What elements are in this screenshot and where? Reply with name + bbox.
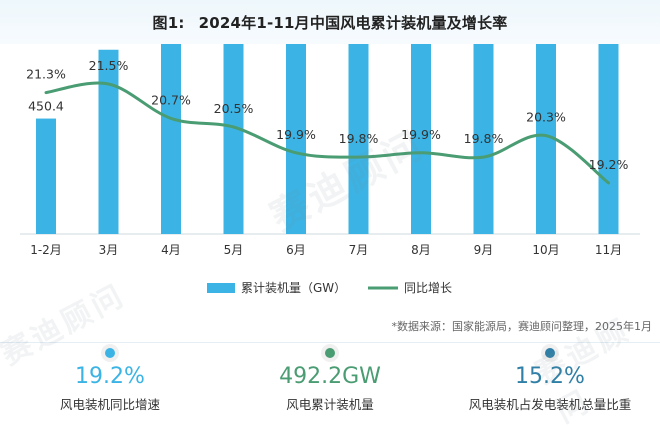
stat-capacity: 492.2GW 风电累计装机量: [220, 348, 440, 413]
line-label-9: 20.3%: [526, 110, 566, 125]
stat-value-1: 19.2%: [75, 364, 145, 389]
bar-label-1: 450.4: [28, 99, 64, 114]
legend-swatch-bar: [207, 283, 235, 293]
bar-1: [36, 118, 56, 234]
x-tick-5: 6月: [286, 243, 306, 257]
bar-4: [223, 44, 244, 235]
stat-dot-1: [105, 348, 115, 358]
line-label-5: 19.9%: [276, 127, 316, 142]
x-tick-7: 8月: [411, 243, 431, 257]
bar-10: [598, 44, 619, 234]
bar-2: [98, 49, 119, 235]
stat-dot-3: [545, 348, 555, 358]
bar-label-2: 456.6: [91, 44, 127, 45]
stat-dot-2: [325, 348, 335, 358]
x-tick-4: 5月: [224, 243, 244, 257]
growth-line: [44, 81, 610, 185]
line-label-8: 19.8%: [464, 131, 504, 146]
stat-share: 15.2% 风电装机占发电装机总量比重: [440, 348, 660, 413]
stat-value-2: 492.2GW: [279, 364, 381, 389]
line-label-10: 19.2%: [589, 157, 629, 172]
x-tick-9: 10月: [532, 243, 559, 257]
bar-3: [161, 44, 181, 235]
bar-5: [286, 44, 306, 234]
stat-label-1: 风电装机同比增速: [59, 397, 160, 412]
chart-title: 图1: 2024年1-11月中国风电累计装机量及增长率: [153, 12, 508, 33]
x-tick-2: 3月: [99, 243, 119, 257]
bar-8: [473, 44, 494, 234]
legend-label-bar: 累计装机量（GW）: [241, 281, 346, 295]
chart-area: 450.41-2月456.63月458.24月461.05月466.76月470…: [20, 44, 640, 295]
x-tick-1: 1-2月: [30, 243, 62, 257]
stat-growth: 19.2% 风电装机同比增速: [0, 348, 220, 413]
divider: [0, 342, 660, 343]
x-tick-10: 11月: [595, 243, 622, 257]
bar-6: [348, 44, 369, 234]
stat-label-2: 风电累计装机量: [286, 397, 374, 412]
stat-value-3: 15.2%: [515, 364, 585, 389]
legend-label-line: 同比增长: [404, 281, 452, 295]
title-prefix: 图1:: [152, 13, 185, 32]
stat-label-3: 风电装机占发电装机总量比重: [468, 397, 632, 412]
x-tick-6: 7月: [349, 243, 369, 257]
x-tick-8: 9月: [474, 243, 494, 257]
title-text: 2024年1-11月中国风电累计装机量及增长率: [198, 13, 508, 32]
line-label-6: 19.8%: [339, 131, 379, 146]
bar-7: [411, 44, 431, 234]
line-label-1: 21.3%: [26, 67, 66, 82]
line-label-7: 19.9%: [401, 127, 441, 142]
x-tick-3: 4月: [161, 243, 181, 257]
title-bar: 图1: 2024年1-11月中国风电累计装机量及增长率: [0, 0, 660, 44]
bar-9: [536, 44, 556, 234]
line-label-4: 20.5%: [214, 101, 254, 116]
line-label-3: 20.7%: [151, 92, 191, 107]
source-note: *数据来源：国家能源局，赛迪顾问整理，2025年1月: [391, 320, 653, 333]
line-label-2: 21.5%: [89, 58, 129, 73]
